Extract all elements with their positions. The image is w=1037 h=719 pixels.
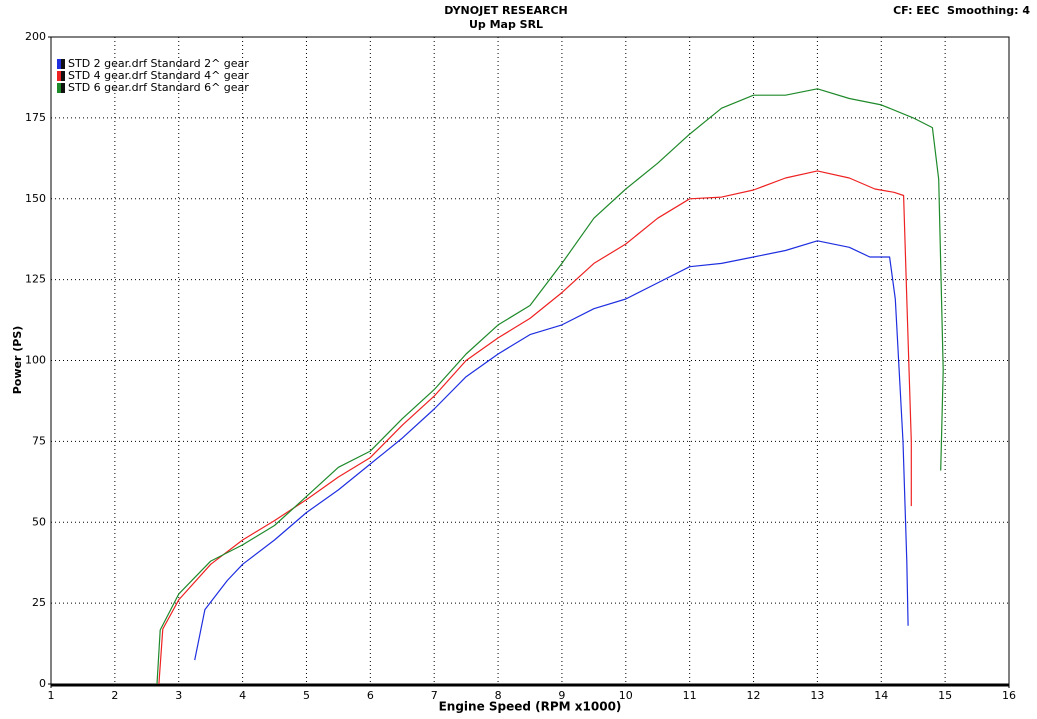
x-tick-label: 12: [747, 689, 761, 702]
chart-subtitle: Up Map SRL: [469, 18, 543, 31]
legend-label: STD 4 gear.drf Standard 4^ gear: [68, 69, 249, 82]
header-right: CF: EEC Smoothing: 4: [893, 4, 1030, 17]
x-tick-label: 1: [48, 689, 55, 702]
y-axis-label: Power (PS): [11, 326, 24, 395]
x-axis-label: Engine Speed (RPM x1000): [439, 700, 622, 714]
legend-swatch-edge: [61, 71, 65, 81]
y-tick-label: 25: [32, 596, 46, 609]
x-tick-label: 2: [111, 689, 118, 702]
y-tick-label: 100: [25, 354, 46, 367]
series-line: [156, 88, 944, 685]
legend-label: STD 6 gear.drf Standard 6^ gear: [68, 81, 249, 94]
y-tick-label: 50: [32, 515, 46, 528]
y-tick-label: 125: [25, 273, 46, 286]
legend-label: STD 2 gear.drf Standard 2^ gear: [68, 57, 249, 70]
legend-swatch: [57, 71, 61, 81]
y-tick-label: 175: [25, 111, 46, 124]
series-line: [158, 170, 912, 685]
x-tick-label: 10: [619, 689, 633, 702]
y-tick-label: 200: [25, 30, 46, 43]
y-tick-label: 150: [25, 192, 46, 205]
legend-swatch: [57, 59, 61, 69]
x-tick-label: 15: [938, 689, 952, 702]
x-tick-label: 4: [239, 689, 246, 702]
x-tick-label: 14: [874, 689, 888, 702]
series-line: [194, 240, 909, 661]
x-tick-label: 11: [683, 689, 697, 702]
x-tick-label: 7: [431, 689, 438, 702]
chart-title: DYNOJET RESEARCH: [444, 4, 567, 17]
y-tick-label: 0: [39, 677, 46, 690]
x-tick-label: 6: [367, 689, 374, 702]
y-tick-label: 75: [32, 434, 46, 447]
x-tick-label: 3: [175, 689, 182, 702]
x-tick-label: 9: [558, 689, 565, 702]
plot-frame: [50, 36, 1010, 685]
legend-swatch-edge: [61, 83, 65, 93]
x-tick-label: 8: [495, 689, 502, 702]
x-tick-label: 16: [1002, 689, 1016, 702]
legend-swatch-edge: [61, 59, 65, 69]
x-tick-label: 13: [810, 689, 824, 702]
legend-swatch: [57, 83, 61, 93]
x-tick-label: 5: [303, 689, 310, 702]
